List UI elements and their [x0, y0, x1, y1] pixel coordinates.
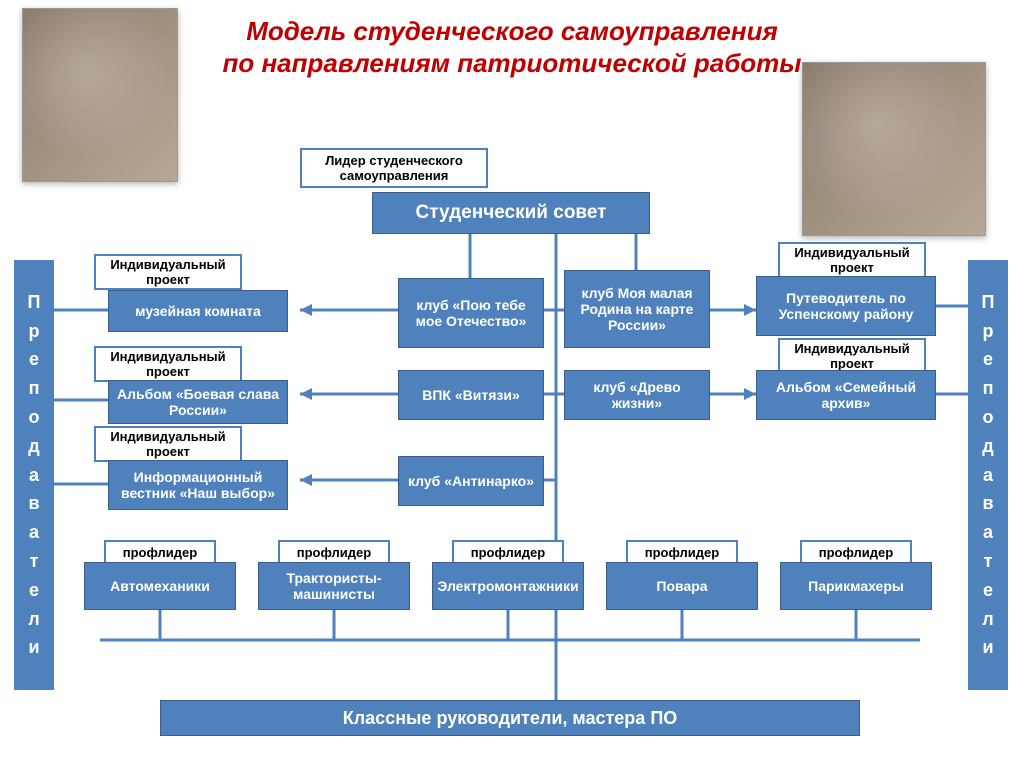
- tag-profleader-1: профлидер: [104, 540, 216, 564]
- photo-right: [802, 62, 986, 236]
- photo-left: [22, 8, 178, 182]
- sidebar-right-teachers: Преподаватели: [968, 260, 1008, 690]
- node-album-family: Альбом «Семейный архив»: [756, 370, 936, 420]
- node-bottom: Классные руководители, мастера ПО: [160, 700, 860, 736]
- node-club-homeland: клуб Моя малая Родина на карте России»: [564, 270, 710, 348]
- tag-profleader-3: профлидер: [452, 540, 564, 564]
- node-info-vestnik: Информационный вестник «Наш выбор»: [108, 460, 288, 510]
- tag-ind-project-3: Индивидуальный проект: [94, 346, 242, 382]
- tag-profleader-5: профлидер: [800, 540, 912, 564]
- node-auto: Автомеханики: [84, 562, 236, 610]
- tag-leader: Лидер студенческого самоуправления: [300, 148, 488, 188]
- tag-profleader-4: профлидер: [626, 540, 738, 564]
- node-museum: музейная комната: [108, 290, 288, 332]
- node-club-sing: клуб «Пою тебе мое Отечество»: [398, 278, 544, 348]
- node-council: Студенческий совет: [372, 192, 650, 234]
- node-electro: Электромонтажники: [432, 562, 584, 610]
- node-hair: Парикмахеры: [780, 562, 932, 610]
- node-club-tree: клуб «Древо жизни»: [564, 370, 710, 420]
- tag-ind-project-2: Индивидуальный проект: [778, 242, 926, 278]
- tag-ind-project-4: Индивидуальный проект: [778, 338, 926, 374]
- node-cooks: Повара: [606, 562, 758, 610]
- tag-ind-project-1: Индивидуальный проект: [94, 254, 242, 290]
- sidebar-left-teachers: Преподаватели: [14, 260, 54, 690]
- node-guide: Путеводитель по Успенскому району: [756, 276, 936, 336]
- tag-ind-project-5: Индивидуальный проект: [94, 426, 242, 462]
- diagram-canvas: Модель студенческого самоуправления по н…: [0, 0, 1024, 767]
- node-album-glory: Альбом «Боевая слава России»: [108, 380, 288, 424]
- node-tractor: Трактористы-машинисты: [258, 562, 410, 610]
- node-club-antinarko: клуб «Антинарко»: [398, 456, 544, 506]
- tag-profleader-2: профлидер: [278, 540, 390, 564]
- node-vpk: ВПК «Витязи»: [398, 370, 544, 420]
